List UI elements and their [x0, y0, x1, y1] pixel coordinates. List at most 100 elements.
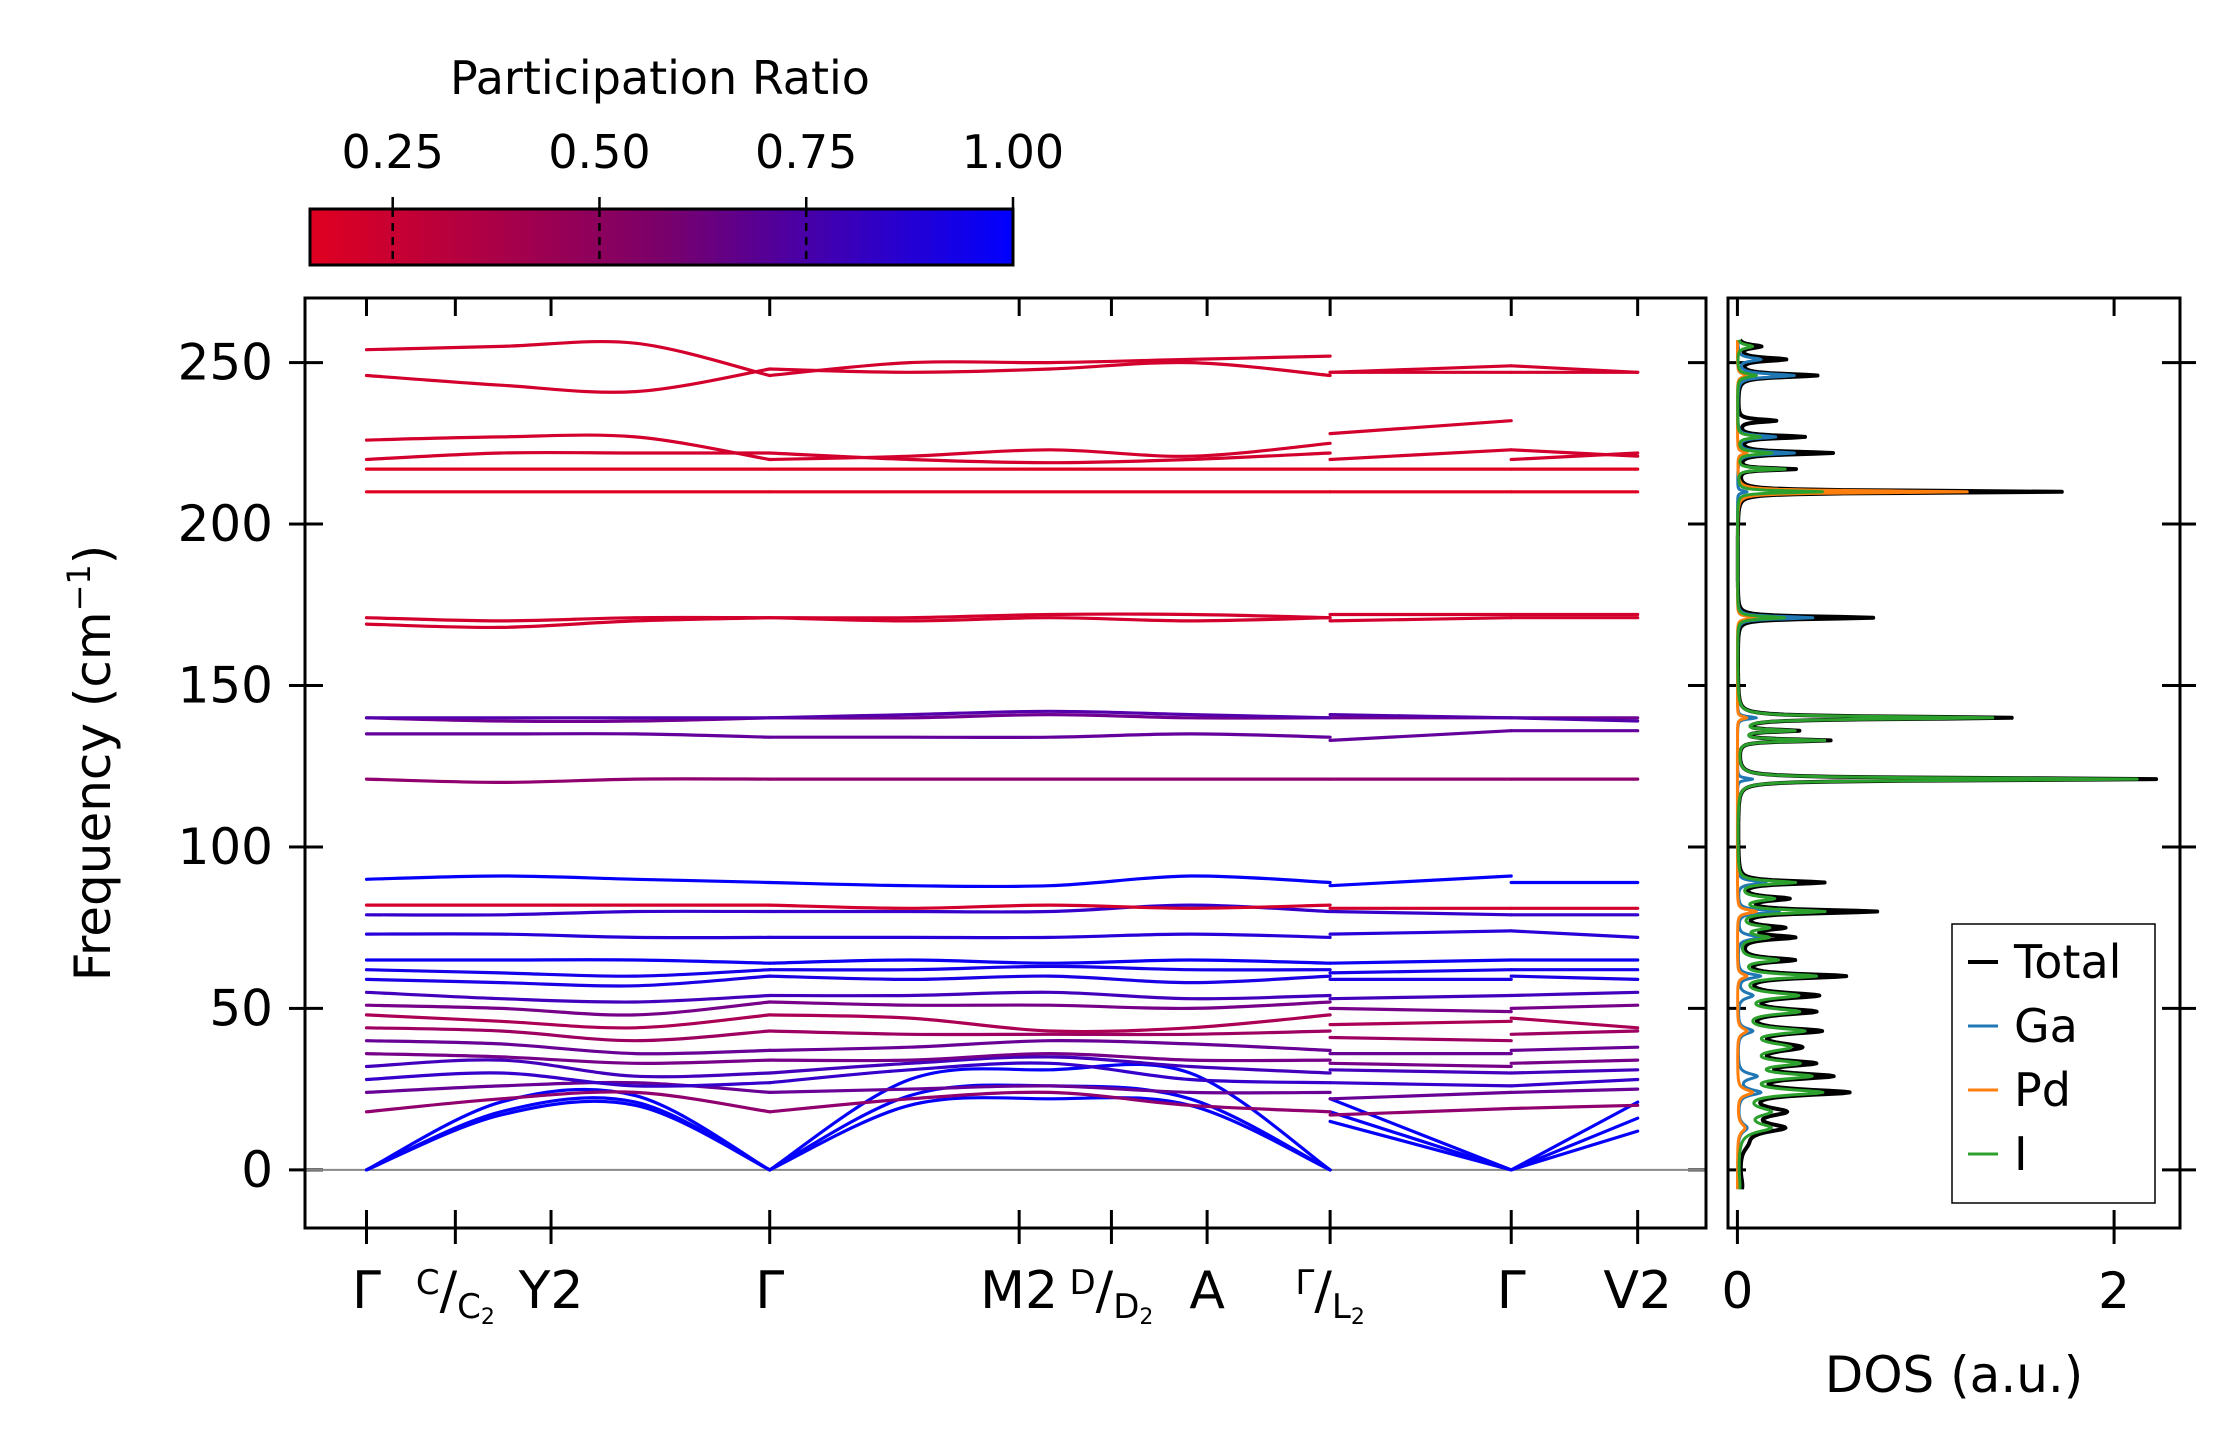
band-line-band-14: [364, 974, 772, 988]
band-line-band-18: [1328, 909, 1513, 917]
colorbar-tick-label: 0.75: [755, 125, 857, 179]
band-line-band-14: [1509, 974, 1640, 981]
x-tick-label-main: Γ: [1497, 1261, 1526, 1321]
dos-lines: [1735, 338, 2159, 1191]
band-line-band-17: [364, 932, 772, 940]
band-line-band-32: [1328, 364, 1513, 374]
band-line-band-14: [768, 974, 1332, 985]
x-tick-label-sub: 2: [550, 1261, 583, 1321]
band-line-band-12: [1509, 1003, 1640, 1010]
band-line-band-25: [768, 616, 1332, 623]
band-line-band-31: [768, 360, 1332, 378]
band-axes-frame: [303, 296, 1708, 1230]
band-line-band-22: [768, 732, 1332, 740]
band-line-band-16: [1328, 958, 1513, 965]
band-line-band-32: [1509, 364, 1640, 374]
band-line-band-24: [1328, 713, 1513, 720]
band-line-band-15: [364, 968, 772, 978]
band-line-band-5: [768, 1084, 1332, 1095]
y-tick-label: 200: [178, 495, 273, 553]
dos-axes-frame: [1726, 296, 2182, 1230]
x-tick-label: Y2: [518, 1261, 584, 1321]
band-line-band-30: [768, 441, 1332, 462]
band-line-band-10: [364, 1026, 772, 1043]
x-tick-label: C/C2: [416, 1261, 495, 1330]
x-tick-label-sub: 2: [1139, 1305, 1153, 1330]
band-line-band-2: [1509, 1116, 1640, 1172]
legend-items: Total Ga Pd I: [1968, 935, 2121, 1181]
band-line-band-24: [1509, 716, 1640, 723]
band-line-band-3: [1328, 1097, 1513, 1172]
band-line-band-17: [1328, 929, 1513, 936]
band-line-band-7: [1509, 1068, 1640, 1075]
y-tick-label: 0: [241, 1141, 273, 1199]
band-line-band-4: [1328, 1106, 1513, 1117]
band-line-band-9: [364, 1039, 772, 1056]
y-axis-label-main: Frequency (cm: [64, 611, 122, 981]
band-line-band-17: [768, 932, 1332, 940]
band-line-band-1: [768, 1096, 1332, 1172]
x-tick-label: V2: [1603, 1261, 1672, 1321]
legend-label-i: I: [2014, 1127, 2028, 1181]
band-line-band-5: [1328, 1090, 1513, 1101]
band-line-band-12: [768, 1000, 1332, 1011]
x-tick-label-upper: Γ: [1295, 1263, 1314, 1303]
band-line-band-6: [1328, 1081, 1513, 1088]
band-line-band-5: [1509, 1087, 1640, 1094]
band-line-band-23: [364, 716, 772, 724]
colorbar-title: Participation Ratio: [450, 51, 870, 105]
band-line-band-31: [364, 367, 772, 394]
band-axis-ticks: [289, 298, 1706, 1244]
band-line-band-11: [1328, 1019, 1513, 1027]
band-line-band-19: [768, 903, 1332, 910]
x-tick-label-main: Y: [518, 1261, 551, 1321]
x-tick-label: Γ/L2: [1295, 1261, 1364, 1330]
x-tick-label-main: V: [1603, 1261, 1639, 1321]
band-line-band-30: [364, 433, 772, 462]
band-line-band-22: [364, 732, 772, 739]
band-line-band-29: [1509, 448, 1640, 458]
x-tick-label-lower: D: [1113, 1287, 1139, 1327]
legend-label-ga: Ga: [2014, 999, 2078, 1053]
colorbar-ticks: 0.25 0.50 0.75 1.00: [341, 125, 1064, 265]
x-tick-label-main: A: [1189, 1261, 1225, 1321]
dos-legend: Total Ga Pd I: [1951, 923, 2156, 1204]
band-lines: [364, 339, 1640, 1172]
x-tick-label-slash: /: [1096, 1261, 1114, 1321]
band-line-band-15: [1328, 968, 1513, 975]
x-tick-label-upper: D: [1069, 1263, 1095, 1303]
band-line-band-13: [364, 990, 772, 1004]
band-line-band-12: [1328, 1006, 1513, 1014]
band-line-band-30: [1509, 451, 1640, 462]
band-line-band-6: [768, 1061, 1332, 1085]
legend-label-total: Total: [2013, 935, 2121, 989]
y-tick-label: 250: [178, 334, 273, 392]
band-line-band-13: [768, 990, 1332, 1001]
band-line-band-4: [768, 1090, 1332, 1114]
band-line-band-24: [768, 709, 1332, 720]
band-line-band-7: [1328, 1068, 1513, 1075]
band-line-band-18: [364, 909, 772, 917]
band-line-band-16: [768, 958, 1332, 965]
legend-frame: [1951, 923, 2156, 1204]
band-line-band-11: [1509, 1016, 1640, 1030]
band-line-band-2: [364, 1096, 772, 1172]
band-line-band-20: [1328, 874, 1513, 888]
band-line-band-9: [768, 1039, 1332, 1052]
y-axis-label-close: ): [64, 545, 122, 565]
band-line-band-7: [768, 1055, 1332, 1075]
band-line-band-12: [364, 1000, 772, 1017]
dos-line-i: [1736, 339, 2139, 1190]
band-line-band-10: [1328, 1035, 1513, 1043]
y-tick-label: 100: [178, 818, 273, 876]
band-line-band-13: [1509, 990, 1640, 998]
band-line-band-10: [1509, 1029, 1640, 1036]
y-axis-label: Frequency (cm−1): [60, 545, 122, 982]
band-line-band-29: [364, 450, 772, 462]
band-line-band-7: [364, 1058, 772, 1079]
band-line-band-8: [1509, 1058, 1640, 1065]
